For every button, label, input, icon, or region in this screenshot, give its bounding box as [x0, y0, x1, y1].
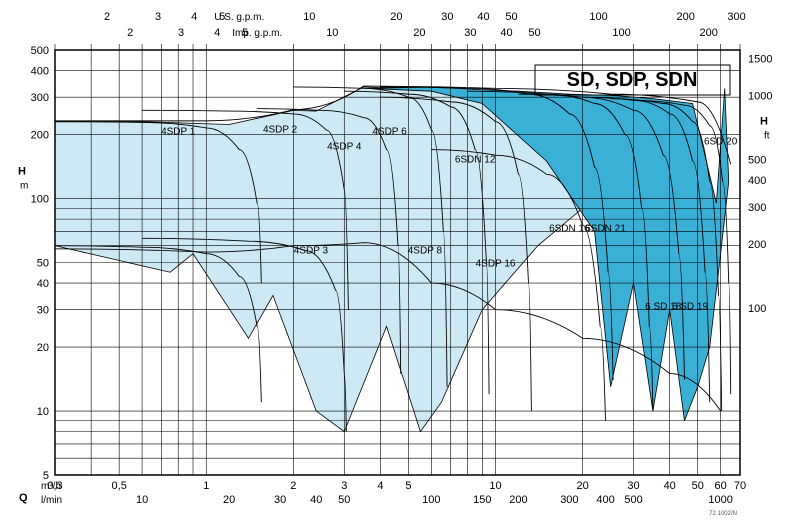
label-6SDN 12: 6SDN 12	[455, 154, 496, 165]
x-unit-m3h: m³/h	[41, 481, 61, 492]
label-4SDP 16: 4SDP 16	[476, 258, 516, 269]
xtick-us: 2	[104, 11, 110, 23]
xtick-lmin: 20	[223, 494, 235, 506]
label-6SDN 16: 6SDN 16	[549, 223, 590, 234]
xtick-lmin: 300	[560, 494, 578, 506]
xtick-us: 30	[441, 11, 453, 23]
xtick-m3h: 40	[664, 480, 676, 492]
ytick-left: 100	[31, 194, 49, 206]
xtick-imp: 100	[612, 27, 630, 39]
ytick-left: 30	[37, 305, 49, 317]
label-4SDP 1: 4SDP 1	[161, 127, 196, 138]
label-6SD 20: 6SD 20	[704, 136, 738, 147]
xtick-imp: 30	[464, 27, 476, 39]
xtick-m3h: 0,5	[112, 480, 127, 492]
label-6SDN 21: 6SDN 21	[585, 223, 626, 234]
xtick-imp: 10	[326, 27, 338, 39]
label-4SDP 2: 4SDP 2	[263, 124, 298, 135]
xtick-us: 20	[390, 11, 402, 23]
ytick-right: 300	[748, 202, 766, 214]
ytick-right: 1000	[748, 91, 772, 103]
y-right-label: H	[760, 115, 768, 127]
label-4SDP 8: 4SDP 8	[408, 246, 443, 257]
ytick-left: 400	[31, 66, 49, 78]
xtick-m3h: 50	[692, 480, 704, 492]
y-right-unit: ft	[764, 130, 770, 141]
xtick-imp: 50	[528, 27, 540, 39]
xtick-lmin: 30	[274, 494, 286, 506]
xtick-m3h: 30	[627, 480, 639, 492]
xtick-m3h: 4	[377, 480, 383, 492]
ytick-right: 1500	[748, 53, 772, 65]
footer-code: 72.1002/N	[709, 511, 737, 517]
xtick-us: 3	[155, 11, 161, 23]
y-left-label: H	[18, 165, 26, 177]
ytick-left: 500	[31, 45, 49, 57]
xtick-m3h: 2	[290, 480, 296, 492]
label-4SDP 4: 4SDP 4	[327, 142, 362, 153]
xtick-imp: 200	[700, 27, 718, 39]
xtick-us: 100	[589, 11, 607, 23]
xtick-lmin: 200	[509, 494, 527, 506]
ytick-right: 200	[748, 239, 766, 251]
xtick-m3h: 60	[715, 480, 727, 492]
xtick-m3h: 10	[489, 480, 501, 492]
xtick-us: 4	[191, 11, 197, 23]
ytick-left: 200	[31, 130, 49, 142]
ytick-right: 100	[748, 303, 766, 315]
x-unit-us: U.S. g.p.m.	[214, 12, 264, 23]
x-unit-imp: Imp. g.p.m.	[232, 28, 282, 39]
ytick-left: 40	[37, 278, 49, 290]
ytick-left: 10	[37, 406, 49, 418]
xtick-imp: 3	[178, 27, 184, 39]
label-4SDP 6: 4SDP 6	[372, 127, 407, 138]
xtick-lmin: 1000	[708, 494, 732, 506]
chart-canvas: 4SDP 1 4SDP 2 4SDP 3 4SDP 4 4SDP 6 4SDP 8 4SDP…	[0, 0, 785, 524]
label-4SDP 3: 4SDP 3	[294, 246, 329, 257]
xtick-us: 40	[477, 11, 489, 23]
xtick-m3h: 1	[203, 480, 209, 492]
xtick-lmin: 100	[422, 494, 440, 506]
xtick-lmin: 50	[338, 494, 350, 506]
xtick-us: 10	[303, 11, 315, 23]
label-6SD 19: 6 SD 19	[672, 302, 709, 313]
xtick-us: 50	[505, 11, 517, 23]
xtick-m3h: 20	[576, 480, 588, 492]
xtick-imp: 20	[413, 27, 425, 39]
xtick-imp: 4	[214, 27, 220, 39]
ytick-left: 20	[37, 342, 49, 354]
ytick-right: 500	[748, 155, 766, 167]
xtick-m3h: 3	[341, 480, 347, 492]
xtick-us: 300	[727, 11, 745, 23]
xtick-lmin: 10	[136, 494, 148, 506]
xtick-imp: 40	[500, 27, 512, 39]
xtick-lmin: 500	[624, 494, 642, 506]
xtick-m3h: 70	[734, 480, 746, 492]
y-left-unit: m	[20, 180, 28, 191]
ytick-left: 50	[37, 258, 49, 270]
ytick-left: 300	[31, 92, 49, 104]
x-unit-lmin: l/min	[41, 495, 62, 506]
chart-title: SD, SDP, SDN	[567, 69, 698, 91]
xtick-lmin: 400	[596, 494, 614, 506]
pump-chart: 4SDP 1 4SDP 2 4SDP 3 4SDP 4 4SDP 6 4SDP 8 4SDP…	[0, 0, 785, 524]
x-label-Q: Q	[19, 492, 28, 504]
xtick-lmin: 40	[310, 494, 322, 506]
xtick-m3h: 5	[405, 480, 411, 492]
xtick-imp: 2	[127, 27, 133, 39]
xtick-lmin: 150	[473, 494, 491, 506]
xtick-us: 200	[676, 11, 694, 23]
ytick-right: 400	[748, 175, 766, 187]
